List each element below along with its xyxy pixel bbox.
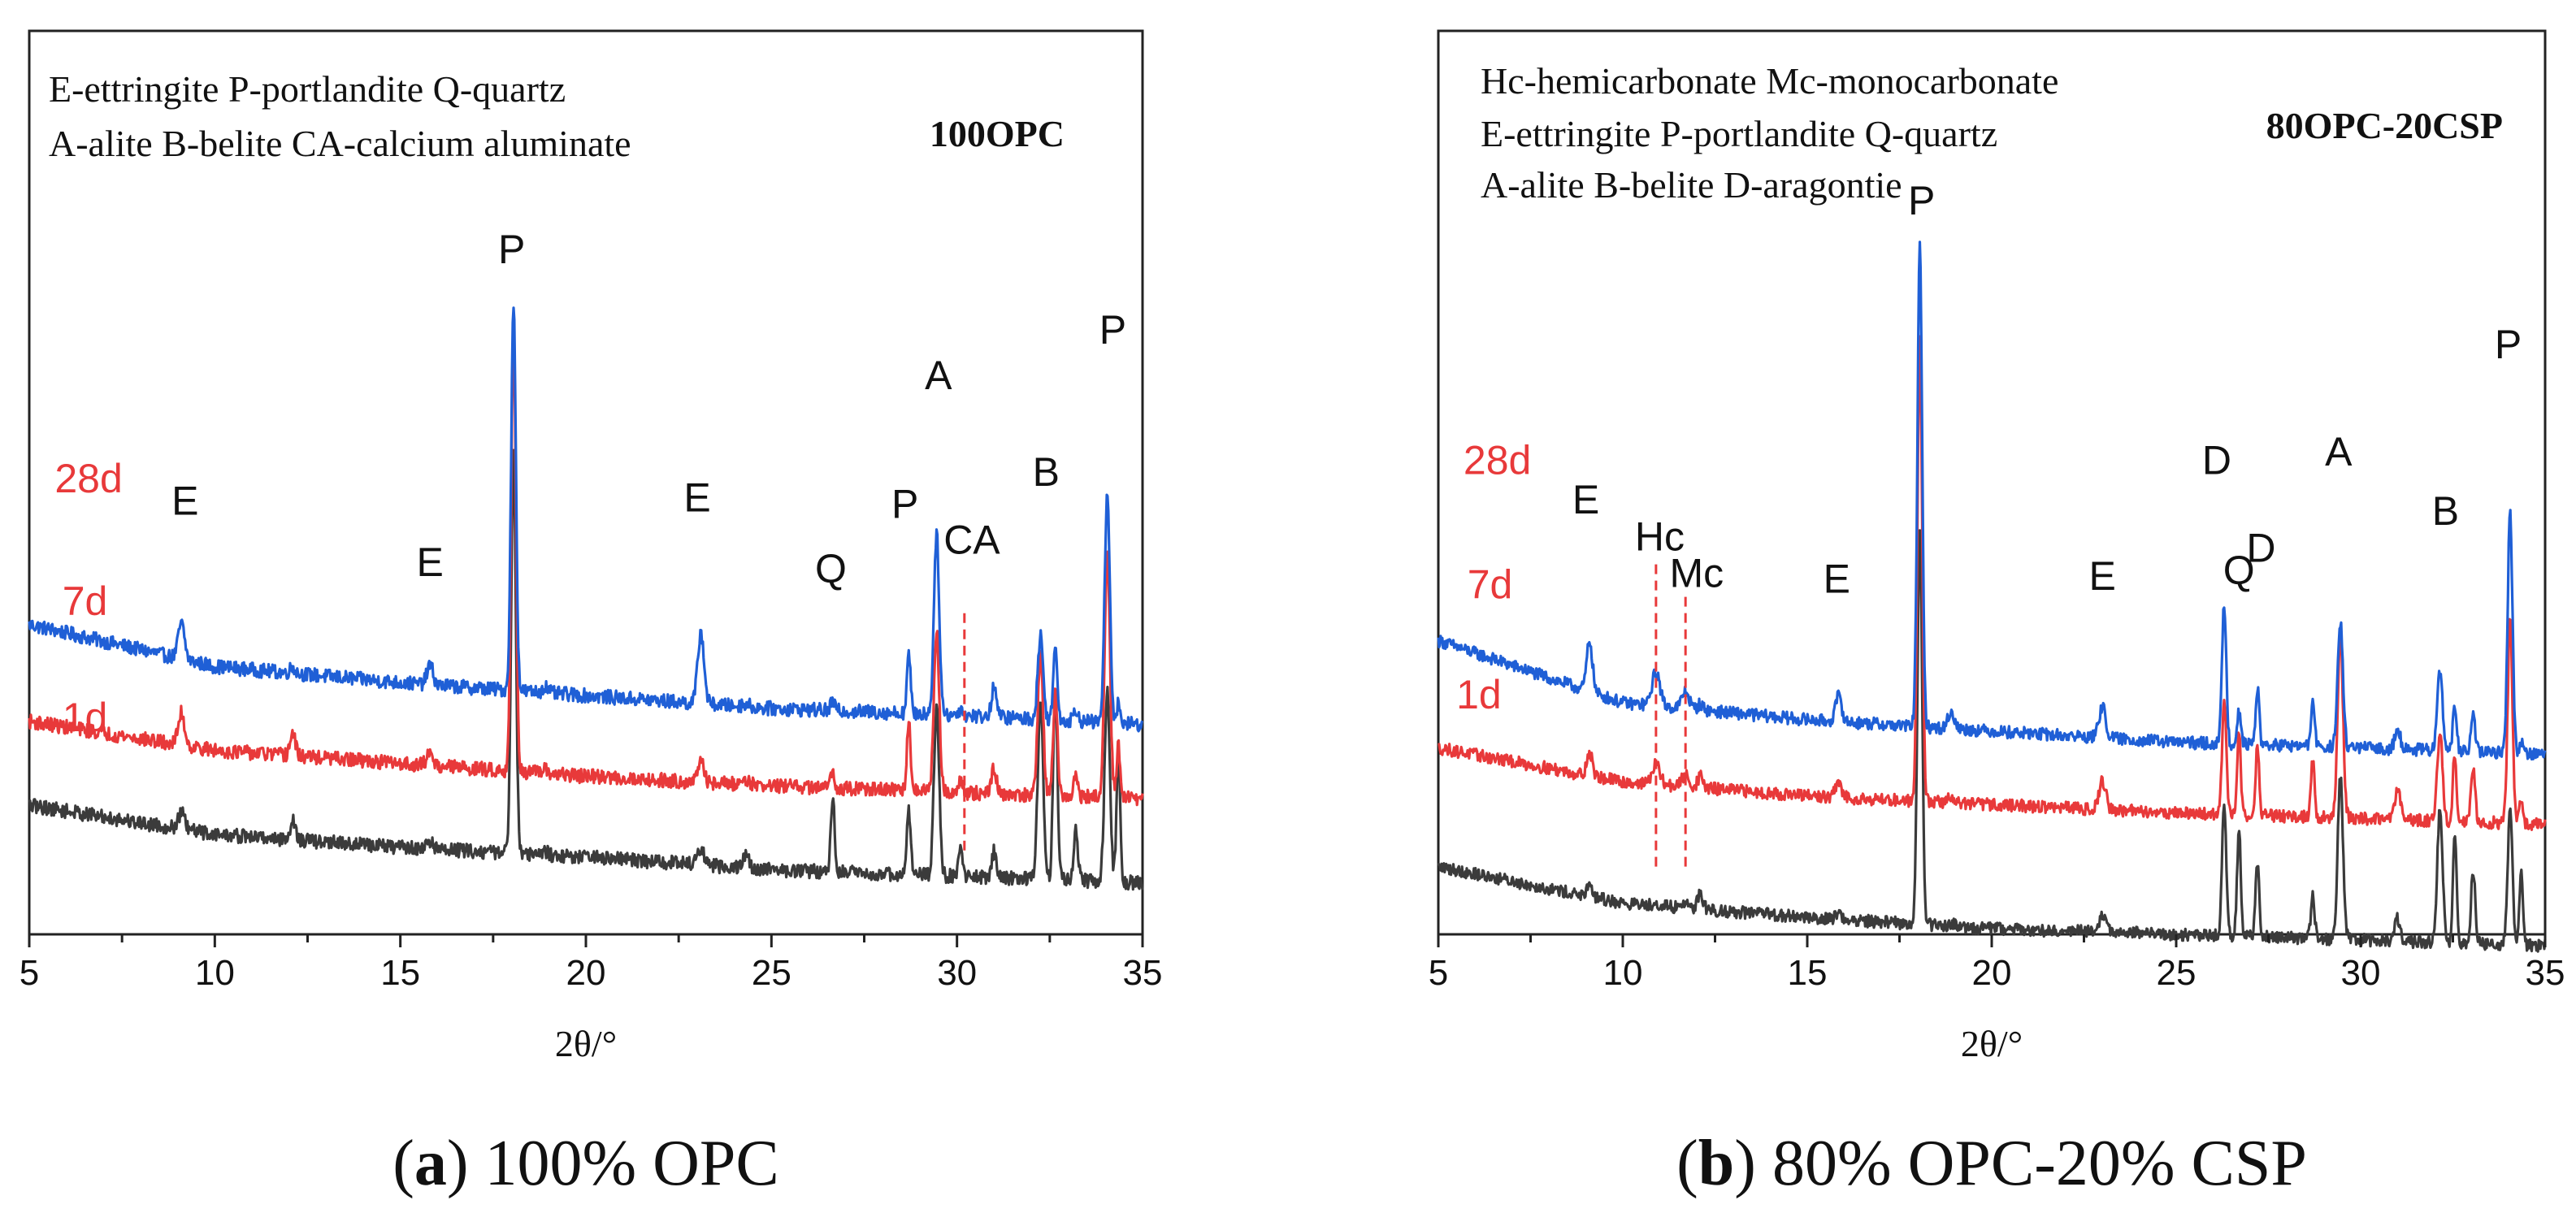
panel-b-peak-label: D	[2246, 525, 2275, 570]
panel-b-legend-line-1: Hc-hemicarbonate Mc-monocarbonate	[1481, 60, 2058, 102]
panel-b-peak-label: E	[1572, 477, 1599, 522]
panel-a-legend-line-1: E-ettringite P-portlandite Q-quartz	[49, 68, 566, 110]
panel-a-series-7d	[28, 324, 1144, 807]
panel-a-peak-label: A	[925, 353, 952, 398]
panel-b-x-tick-label: 30	[2341, 953, 2381, 993]
panel-a-peak-label: B	[1033, 449, 1060, 495]
panel-a-x-tick-label: 30	[937, 953, 977, 993]
panel-b-peak-label: Q	[2223, 548, 2255, 593]
panel-b-peak-label: E	[1824, 557, 1850, 602]
panel-a-age-labels: 28d 7d 1d	[54, 456, 122, 740]
panel-a-caption-text: 100% OPC	[485, 1128, 779, 1199]
panel-b-peak-label: B	[2432, 488, 2459, 534]
panel-b-caption-text: 80% OPC-20% CSP	[1772, 1128, 2307, 1199]
panel-a-caption: (a) 100% OPC	[392, 1128, 779, 1199]
panel-a-peak-label: E	[171, 479, 198, 524]
panel-a-x-tick-label: 35	[1123, 953, 1163, 993]
panel-b-peak-label: P	[2495, 322, 2522, 367]
panel-b-caption-letter: b	[1698, 1128, 1735, 1199]
panel-b-age-label-1d: 1d	[1456, 672, 1502, 717]
panel-b-legend-line-2: E-ettringite P-portlandite Q-quartz	[1481, 113, 1997, 154]
panel-a-plot-frame	[28, 29, 1144, 936]
panel-a-x-tick-label: 10	[195, 953, 235, 993]
panel-a-legend-line-2: A-alite B-belite CA-calcium aluminate	[49, 123, 631, 164]
panel-a-series-28d	[28, 306, 1144, 733]
panel-a-series-group	[28, 306, 1144, 891]
panel-a-age-label-7d: 7d	[63, 578, 108, 624]
panel-a-x-tick-label: 5	[20, 953, 39, 993]
panel-b-peak-label: Hc	[1635, 513, 1685, 559]
panel-b-x-tick-label: 35	[2526, 953, 2565, 993]
panel-a-series-1d	[28, 448, 1144, 891]
panel-b-x-tick-label: 20	[1972, 953, 2012, 993]
panel-a-peak-label: P	[1099, 307, 1126, 353]
panel-a-x-tick-label: 15	[380, 953, 420, 993]
panel-b-caption: (b) 80% OPC-20% CSP	[1676, 1128, 2307, 1199]
panel-a-peak-label: Q	[815, 546, 847, 591]
panel-b-age-label-28d: 28d	[1464, 438, 1531, 483]
panel-a-peak-label: P	[498, 227, 525, 272]
panel-b-peak-label: Mc	[1669, 551, 1724, 596]
panel-b-age-label-7d: 7d	[1468, 561, 1513, 607]
panel-b-series-28d	[1437, 240, 2547, 761]
panel-b-x-tick-label: 25	[2157, 953, 2197, 993]
panel-b-age-labels: 28d 7d 1d	[1456, 438, 1531, 717]
panel-a-peak-label: CA	[943, 517, 1000, 562]
panel-a-x-tick-label: 20	[566, 953, 606, 993]
panel-a-x-axis: 5 10 15 20 25 30 35	[20, 934, 1163, 993]
panel-b-x-axis: 5 10 15 20 25 30 35	[1429, 934, 2565, 993]
panel-b-x-tick-label: 10	[1603, 953, 1643, 993]
panel-a-age-label-1d: 1d	[63, 695, 108, 740]
panel-a-age-label-28d: 28d	[54, 456, 122, 501]
panel-b-x-axis-label: 2θ/°	[1961, 1023, 2023, 1064]
panel-b-peak-label: D	[2202, 438, 2231, 483]
panel-a-peak-label: P	[891, 482, 918, 527]
panel-b-series-7d	[1438, 335, 2547, 831]
panel-a-x-tick-label: 25	[752, 953, 791, 993]
panel-b-peak-label: A	[2325, 429, 2353, 474]
panel-a-title: 100OPC	[930, 113, 1065, 154]
panel-b-peak-label: P	[1908, 178, 1935, 223]
panel-b-dashed-lines	[1654, 561, 1687, 867]
panel-b-title: 80OPC-20CSP	[2266, 105, 2503, 146]
panel-b-legend-line-3: A-alite B-belite D-aragontie	[1481, 164, 1902, 206]
panel-a-caption-letter: a	[414, 1128, 447, 1199]
panel-a-peak-label: E	[417, 539, 444, 585]
panel-b-x-tick-label: 5	[1429, 953, 1448, 993]
panel-a-x-axis-label: 2θ/°	[555, 1023, 617, 1064]
panel-a-peak-label: E	[683, 475, 710, 521]
panel-b-peak-label: E	[2089, 553, 2116, 599]
panel-b-x-tick-label: 15	[1788, 953, 1828, 993]
